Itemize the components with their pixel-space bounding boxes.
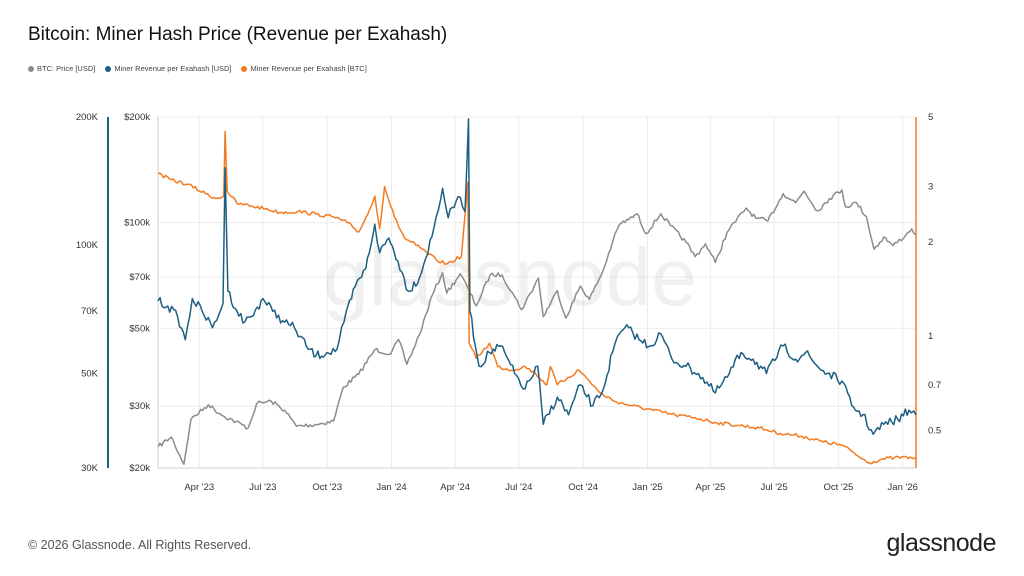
inner-left-tick-label: $20k (129, 463, 150, 474)
x-tick-label: Jul '25 (760, 482, 787, 493)
outer-left-tick-label: 30K (81, 463, 99, 474)
right-tick-label: 0.5 (928, 426, 941, 437)
chart-title: Bitcoin: Miner Hash Price (Revenue per E… (28, 24, 448, 45)
legend-dot-revenue-btc (241, 65, 248, 72)
x-tick-label: Jan '26 (888, 482, 918, 493)
legend-label-revenue-btc: Miner Revenue per Exahash [BTC] (250, 64, 367, 73)
copyright-footer: © 2026 Glassnode. All Rights Reserved. (28, 538, 252, 552)
x-tick-label: Jul '23 (249, 482, 276, 493)
inner-left-tick-label: $200k (124, 112, 150, 123)
right-tick-label: 1 (928, 331, 933, 342)
inner-left-tick-label: $70k (129, 272, 150, 283)
x-tick-label: Oct '24 (568, 482, 598, 493)
x-tick-label: Oct '25 (823, 482, 853, 493)
legend-label-btc-price: BTC: Price [USD] (37, 64, 96, 73)
x-tick-label: Jan '24 (376, 482, 406, 493)
right-tick-label: 0.7 (928, 380, 941, 391)
watermark: glassnode (323, 232, 697, 323)
series-line-btc-price (157, 189, 917, 465)
x-tick-label: Oct '23 (312, 482, 342, 493)
inner-left-tick-label: $50k (129, 323, 150, 334)
legend-dot-btc-price (28, 65, 34, 72)
x-tick-label: Apr '24 (440, 482, 470, 493)
x-tick-label: Jan '25 (632, 482, 662, 493)
glassnode-logo: glassnode (886, 529, 997, 557)
outer-left-tick-label: 100K (76, 240, 99, 251)
legend-item-revenue-btc[interactable]: Miner Revenue per Exahash [BTC] (241, 64, 367, 73)
inner-left-tick-label: $30k (129, 401, 150, 412)
right-tick-label: 2 (928, 237, 933, 248)
legend-item-btc-price[interactable]: BTC: Price [USD] (28, 64, 95, 73)
axis-layer: Apr '23 Jul '23 Oct '23 Jan '24 Apr '24 Jul '… (76, 112, 941, 493)
right-tick-label: 3 (928, 182, 933, 193)
outer-left-tick-label: 70K (81, 306, 99, 317)
legend-item-revenue-usd[interactable]: Miner Revenue per Exahash [USD] (105, 64, 231, 73)
x-tick-label: Apr '25 (696, 482, 726, 493)
x-tick-label: Apr '23 (184, 482, 214, 493)
x-tick-label: Jul '24 (505, 482, 532, 493)
legend: BTC: Price [USD] Miner Revenue per Exaha… (28, 64, 367, 73)
legend-dot-revenue-usd (105, 65, 112, 72)
outer-left-tick-label: 50K (81, 368, 99, 379)
inner-left-tick-label: $100k (124, 218, 150, 229)
series-line-revenue-usd (157, 118, 917, 436)
legend-label-revenue-usd: Miner Revenue per Exahash [USD] (114, 64, 232, 73)
right-tick-label: 5 (928, 112, 933, 123)
series-layer (157, 118, 917, 465)
outer-left-tick-label: 200K (76, 112, 99, 123)
